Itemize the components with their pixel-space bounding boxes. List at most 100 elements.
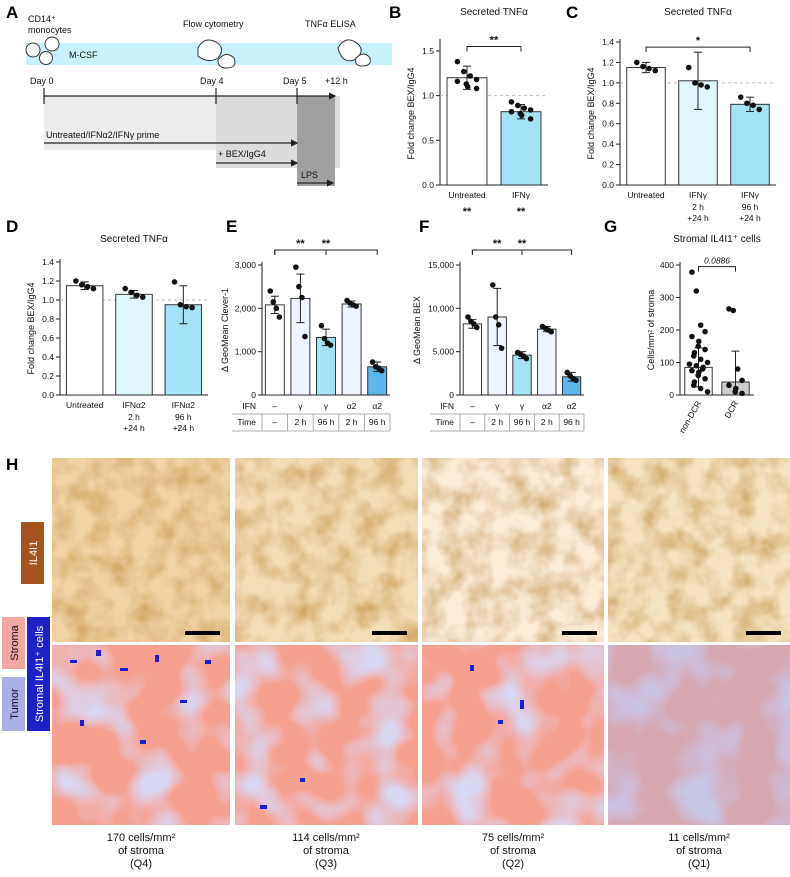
seg-image-q4 — [52, 645, 230, 825]
y-tick-label: 0.5 — [422, 135, 434, 145]
time-row-label: Time — [435, 417, 454, 427]
significance-label: ** — [322, 238, 331, 250]
time-cell: 96 h — [514, 417, 531, 427]
y-tick-label: 2,000 — [235, 303, 257, 313]
monocyte-cell-icon — [25, 42, 41, 58]
x-tick-label: IFNα2 — [172, 400, 196, 410]
y-tick-label: 1.2 — [42, 276, 54, 286]
bar — [115, 293, 153, 396]
data-point — [702, 375, 708, 382]
data-point — [744, 100, 750, 107]
data-point — [633, 59, 640, 66]
panel-h: H IL4I1 Stroma Tumor Stromal IL4I1⁺ cell… — [2, 455, 790, 870]
ihc-row — [52, 458, 790, 642]
data-point — [699, 366, 706, 372]
y-axis-label: Δ GeoMean Clever-1 — [220, 288, 230, 372]
x-tick-label: IFNγ — [741, 190, 760, 200]
chart-title: Secreted TNFα — [664, 7, 732, 18]
caption-q2-line3: (Q2) — [502, 858, 524, 870]
data-point — [702, 346, 708, 353]
y-axis-label: Fold change BEX/IgG4 — [26, 282, 36, 374]
significance-label: ** — [493, 238, 502, 250]
caption-q1-line1: 11 cells/mm² — [668, 832, 730, 844]
monocyte-cell-icon — [44, 36, 60, 52]
data-point — [321, 335, 328, 342]
ihc-image-q4 — [52, 458, 230, 642]
ihc-image-q3 — [235, 458, 418, 642]
data-point — [737, 94, 744, 100]
stroma-label: Stroma — [9, 624, 21, 660]
data-point — [276, 314, 283, 320]
data-point — [695, 372, 701, 379]
panel-letter: C — [566, 3, 578, 22]
data-point — [523, 355, 530, 362]
flow-cytometry-label: Flow cytometry — [183, 19, 244, 29]
x-tick-label: Untreated — [66, 400, 104, 410]
bar — [65, 285, 104, 396]
macrophage-cell-icon — [337, 39, 362, 62]
elisa-label: TNFα ELISA — [305, 19, 356, 29]
data-point — [685, 64, 692, 71]
data-point — [296, 283, 302, 290]
data-point — [273, 305, 280, 312]
chart-panel-g: G Stromal IL4I1⁺ cells 0 100 200 300 400 Cells/… — [604, 217, 761, 435]
caption-q1-line3: (Q1) — [688, 858, 710, 870]
caption-q3-line3: (Q3) — [315, 858, 337, 870]
y-tick-label: 15,000 — [428, 260, 454, 270]
y-tick-label: 1.0 — [422, 91, 434, 101]
y-tick-label: 0 — [251, 390, 256, 400]
data-point — [293, 264, 299, 270]
seg-image-q2 — [422, 645, 604, 825]
data-point — [518, 112, 525, 119]
significance-label: ** — [517, 206, 526, 218]
chart-panel-f: F 0 5,000 10,000 15,000 Δ GeoMean BEX IFN Time –… — [412, 217, 585, 432]
data-point — [270, 299, 277, 305]
x-tick-sublabel: +24 h — [687, 213, 709, 223]
data-point — [454, 58, 461, 65]
y-tick-label: 0.0 — [42, 390, 54, 400]
panel-letter: F — [419, 217, 429, 236]
data-point — [84, 283, 91, 290]
significance-label: ** — [296, 238, 305, 250]
caption-q3-line2: of stroma — [303, 845, 350, 857]
y-tick-label: 10,000 — [428, 303, 454, 313]
x-tick-sublabel: 2 h — [128, 412, 140, 422]
data-point — [693, 288, 700, 294]
y-tick-label: 400 — [660, 260, 674, 270]
time-cell: 2 h — [491, 417, 503, 427]
y-tick-label: 0.8 — [42, 314, 54, 324]
data-point — [467, 73, 473, 79]
bar — [537, 328, 557, 396]
y-axis-label: Δ GeoMean BEX — [412, 296, 422, 364]
monocyte-label-line1: CD14⁺ — [28, 14, 56, 24]
panel-h-letter: H — [6, 455, 18, 474]
data-point — [527, 107, 534, 113]
data-point — [515, 102, 521, 109]
segmentation-row — [52, 645, 790, 825]
ifn-cell: γ — [324, 401, 329, 411]
stroma-label-box — [2, 617, 25, 669]
y-tick-label: 0.8 — [602, 98, 614, 108]
y-tick-label: 1.0 — [42, 295, 54, 305]
timeline-bg-3 — [297, 96, 335, 186]
data-point — [696, 338, 702, 345]
data-point — [122, 285, 129, 292]
y-tick-label: 200 — [660, 325, 674, 335]
y-tick-label: 0.2 — [602, 160, 614, 170]
bar — [462, 323, 483, 396]
data-point — [697, 385, 704, 392]
caption-q4-line2: of stroma — [118, 845, 165, 857]
data-point — [318, 322, 325, 329]
data-point — [573, 377, 579, 384]
data-point — [702, 328, 708, 335]
data-point — [689, 367, 695, 374]
significance-bracket — [274, 249, 378, 255]
y-tick-label: 1.4 — [602, 37, 614, 47]
y-tick-label: 1.4 — [42, 257, 54, 267]
mcsf-label: M-CSF — [69, 50, 98, 60]
ifn-cell: γ — [298, 401, 303, 411]
caption-q1-line2: of stroma — [676, 845, 723, 857]
chart-panel-e: E 0 1,000 2,000 3,000 Δ GeoMean Clever-1 IFN Ti… — [220, 217, 391, 432]
time-cell: 96 h — [369, 417, 386, 427]
